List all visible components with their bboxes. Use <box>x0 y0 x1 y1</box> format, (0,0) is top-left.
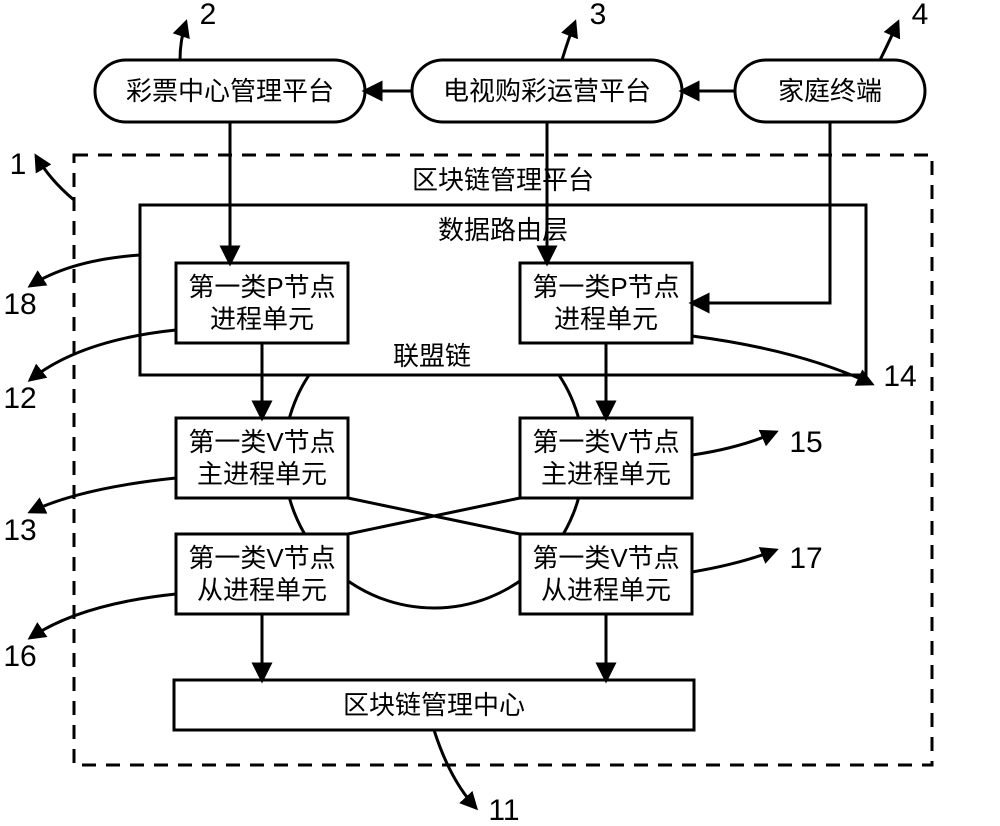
outer_title: 区块链管理平台 <box>412 165 594 195</box>
leader-4 <box>880 22 898 60</box>
leader-16 <box>30 594 176 638</box>
v_main_right-label2: 主进程单元 <box>541 459 671 489</box>
leader-13 <box>30 478 176 512</box>
numeral-2: 2 <box>200 0 217 31</box>
numeral-15: 15 <box>789 426 822 459</box>
leader-3 <box>562 22 575 60</box>
numeral-12: 12 <box>3 382 36 415</box>
numeral-3: 3 <box>590 0 607 31</box>
p_right-label1: 第一类P节点 <box>532 272 679 302</box>
top_a-label: 彩票中心管理平台 <box>126 76 334 106</box>
p_right-label2: 进程单元 <box>554 304 658 334</box>
data_layer_title: 数据路由层 <box>438 215 568 245</box>
leader-1 <box>36 156 74 200</box>
v_sub_right-label1: 第一类V节点 <box>532 543 679 573</box>
leader-17 <box>692 550 776 572</box>
leader-2 <box>180 22 186 60</box>
numeral-18: 18 <box>3 288 36 321</box>
numeral-16: 16 <box>3 640 36 673</box>
numeral-1: 1 <box>10 148 27 181</box>
leader-11 <box>434 730 476 808</box>
alliance_label: 联盟链 <box>393 341 471 371</box>
numeral-14: 14 <box>883 360 916 393</box>
v_sub_right-label2: 从进程单元 <box>541 575 671 605</box>
numeral-4: 4 <box>912 0 929 31</box>
v_main_right-label1: 第一类V节点 <box>532 427 679 457</box>
v_sub_left-label1: 第一类V节点 <box>188 543 335 573</box>
leader-18 <box>30 255 140 286</box>
numeral-13: 13 <box>3 514 36 547</box>
leader-15 <box>692 432 776 455</box>
mgmt_center-label: 区块链管理中心 <box>343 690 525 720</box>
p_left-label1: 第一类P节点 <box>188 272 335 302</box>
v_main_left-label1: 第一类V节点 <box>188 427 335 457</box>
numeral-11: 11 <box>488 794 519 826</box>
p_left-label2: 进程单元 <box>210 304 314 334</box>
v_sub_left-label2: 从进程单元 <box>197 575 327 605</box>
top_b-label: 电视购彩运营平台 <box>443 76 651 106</box>
top_c-label: 家庭终端 <box>778 76 882 106</box>
v_main_left-label2: 主进程单元 <box>197 459 327 489</box>
numeral-17: 17 <box>789 542 822 575</box>
